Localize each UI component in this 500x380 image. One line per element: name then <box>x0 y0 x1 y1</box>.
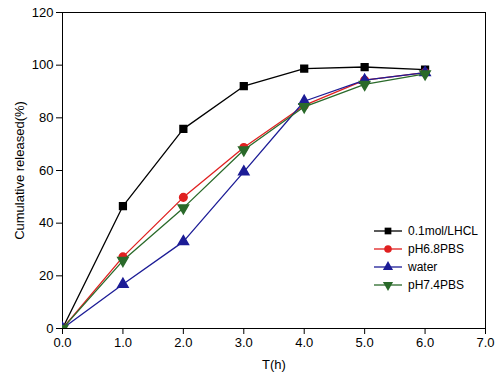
svg-text:60: 60 <box>39 163 53 178</box>
svg-text:20: 20 <box>39 268 53 283</box>
html-text:0.1mol/LHCL: 0.1mol/LHCL <box>408 224 478 238</box>
svg-text:1.0: 1.0 <box>114 335 132 350</box>
svg-text:2.0: 2.0 <box>174 335 192 350</box>
svg-text:7.0: 7.0 <box>476 335 494 350</box>
svg-text:T(h): T(h) <box>262 357 286 372</box>
svg-text:40: 40 <box>39 215 53 230</box>
html-text:pH6.8PBS: pH6.8PBS <box>408 242 464 256</box>
svg-text:80: 80 <box>39 110 53 125</box>
svg-text:5.0: 5.0 <box>356 335 374 350</box>
svg-text:0.0: 0.0 <box>53 335 71 350</box>
svg-text:100: 100 <box>32 57 54 72</box>
html-text:water: water <box>408 260 438 274</box>
svg-text:0: 0 <box>46 321 53 336</box>
html-text:pH7.4PBS: pH7.4PBS <box>408 278 464 292</box>
svg-text:6.0: 6.0 <box>416 335 434 350</box>
svg-text:4.0: 4.0 <box>295 335 313 350</box>
svg-text:120: 120 <box>32 5 54 20</box>
svg-text:Cumulative released(%): Cumulative released(%) <box>12 101 27 240</box>
svg-text:3.0: 3.0 <box>235 335 253 350</box>
